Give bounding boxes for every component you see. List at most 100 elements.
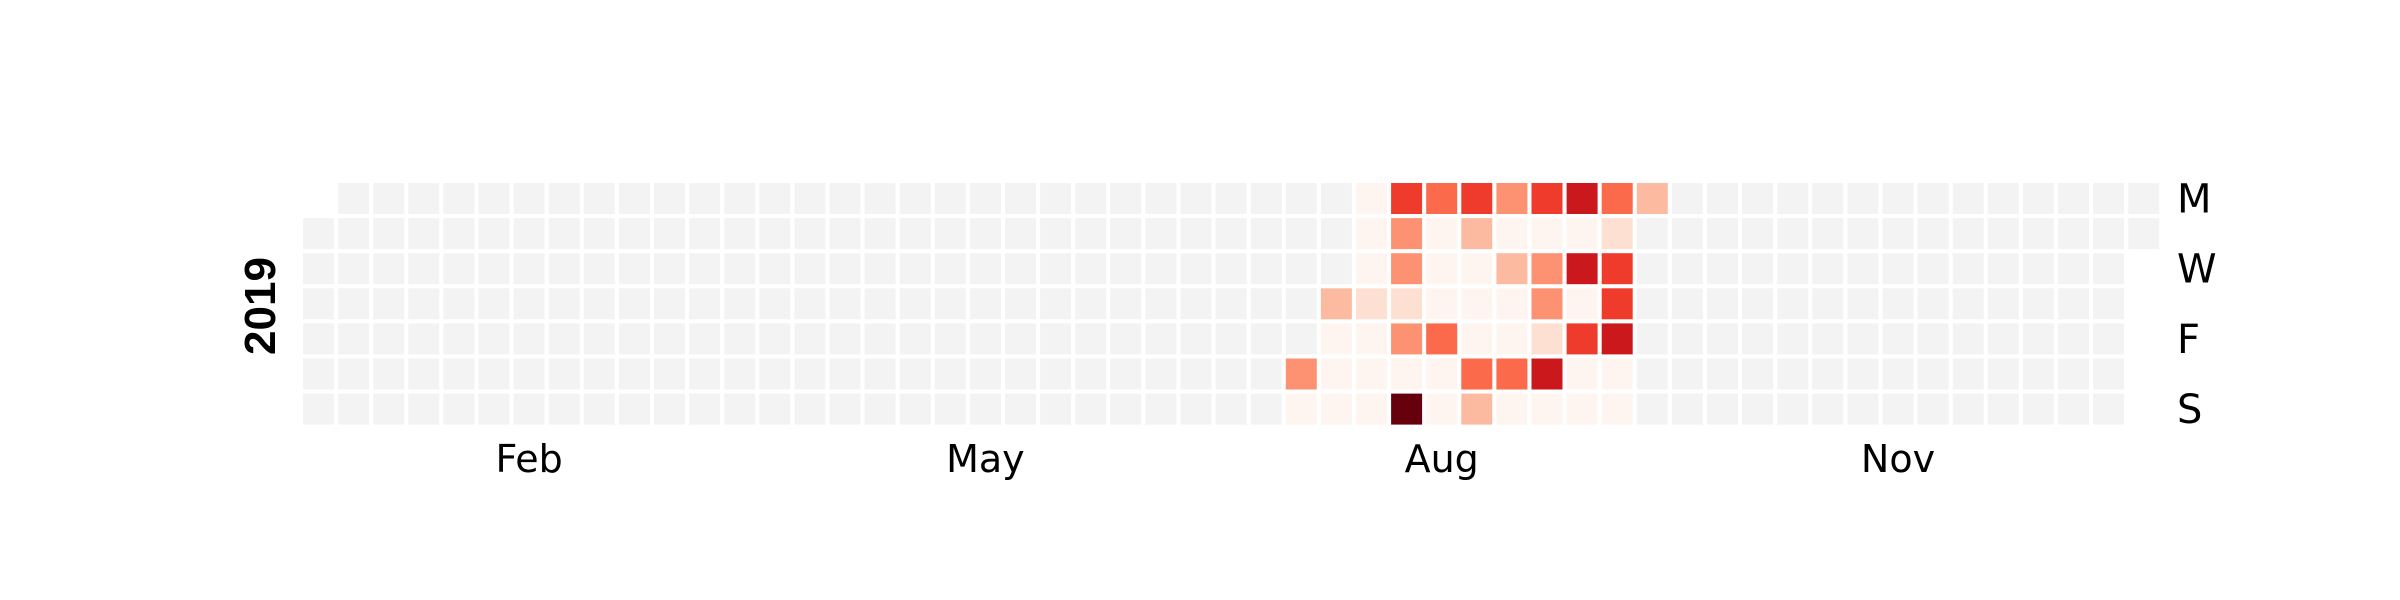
heatmap-cell-empty	[1005, 253, 1036, 285]
heatmap-cell-empty	[689, 253, 721, 285]
heatmap-cell-empty	[1777, 358, 1809, 390]
month-label: May	[946, 437, 1025, 481]
heatmap-cell-empty	[1005, 323, 1036, 355]
heatmap-cell-empty	[899, 358, 931, 390]
heatmap-cell	[1531, 288, 1563, 320]
heatmap-cell-empty	[829, 393, 861, 425]
heatmap-cell-empty	[1917, 323, 1949, 355]
heatmap-cell	[1356, 288, 1387, 320]
heatmap-cell	[1461, 183, 1493, 214]
heatmap-cell-empty	[654, 288, 685, 320]
heatmap-cell-empty	[338, 288, 370, 320]
heatmap-cell-empty	[1110, 183, 1142, 214]
heatmap-cell-empty	[794, 358, 826, 390]
heatmap-cell	[1426, 393, 1458, 425]
heatmap-cell-empty	[1285, 253, 1317, 285]
heatmap-cell-empty	[373, 323, 405, 355]
heatmap-cell-empty	[689, 218, 721, 250]
heatmap-cell-empty	[2058, 288, 2089, 320]
heatmap-cell-empty	[373, 393, 405, 425]
heatmap-cell-empty	[408, 358, 440, 390]
heatmap-cell-empty	[1145, 183, 1177, 214]
heatmap-cell	[1496, 253, 1528, 285]
heatmap-cell-empty	[373, 183, 405, 214]
heatmap-cell-empty	[689, 358, 721, 390]
heatmap-cell-empty	[864, 288, 896, 320]
heatmap-cell-empty	[1882, 183, 1914, 214]
heatmap-cell	[1461, 323, 1493, 355]
heatmap-cell-empty	[303, 323, 334, 355]
month-label: Nov	[1861, 437, 1935, 481]
heatmap-cell-empty	[1215, 358, 1247, 390]
heatmap-cell-empty	[899, 218, 931, 250]
heatmap-cell-empty	[899, 288, 931, 320]
heatmap-cell	[1320, 323, 1352, 355]
heatmap-cell-empty	[1005, 183, 1036, 214]
day-label: M	[2177, 177, 2212, 223]
heatmap-cell	[1285, 393, 1317, 425]
heatmap-cell	[1566, 323, 1598, 355]
heatmap-cell-empty	[1180, 358, 1212, 390]
heatmap-cell-empty	[969, 288, 1001, 320]
heatmap-cell-empty	[759, 288, 791, 320]
heatmap-cell-empty	[1742, 393, 1774, 425]
heatmap-cell-empty	[1847, 358, 1879, 390]
heatmap-cell-empty	[1215, 218, 1247, 250]
heatmap-cell-empty	[1917, 288, 1949, 320]
heatmap-cell-empty	[1777, 218, 1809, 250]
heatmap-cell	[1461, 288, 1493, 320]
heatmap-cell-empty	[1742, 183, 1774, 214]
heatmap-cell-empty	[618, 218, 650, 250]
heatmap-cell-empty	[443, 218, 475, 250]
heatmap-cell-empty	[513, 393, 545, 425]
heatmap-cell	[1391, 218, 1423, 250]
heatmap-cell-empty	[1250, 358, 1282, 390]
heatmap-cell-empty	[478, 218, 510, 250]
heatmap-cell-empty	[478, 393, 510, 425]
heatmap-cell-empty	[548, 183, 580, 214]
heatmap-cell-empty	[1882, 288, 1914, 320]
heatmap-cell-empty	[2058, 393, 2089, 425]
heatmap-cell-empty	[864, 358, 896, 390]
heatmap-cell-empty	[724, 183, 756, 214]
heatmap-cell-empty	[513, 323, 545, 355]
heatmap-cell-empty	[1812, 183, 1844, 214]
heatmap-cell-empty	[1987, 393, 2019, 425]
heatmap-cell-empty	[1180, 393, 1212, 425]
heatmap-cell-empty	[969, 253, 1001, 285]
heatmap-cell	[1566, 288, 1598, 320]
heatmap-cell-empty	[1952, 183, 1984, 214]
heatmap-cell-empty	[338, 323, 370, 355]
heatmap-cell-empty	[583, 218, 615, 250]
heatmap-cell-empty	[1110, 323, 1142, 355]
heatmap-cell-empty	[1812, 358, 1844, 390]
heatmap-cell	[1356, 323, 1387, 355]
heatmap-cell-empty	[1742, 218, 1774, 250]
heatmap-cell-empty	[2093, 393, 2125, 425]
heatmap-cell	[1566, 253, 1598, 285]
heatmap-cell-empty	[1707, 323, 1738, 355]
heatmap-cell-empty	[2058, 253, 2089, 285]
heatmap-cell	[1426, 218, 1458, 250]
heatmap-cell-empty	[583, 393, 615, 425]
heatmap-cell-empty	[548, 358, 580, 390]
heatmap-cell-empty	[1742, 253, 1774, 285]
heatmap-cell-empty	[1671, 253, 1703, 285]
heatmap-cell-empty	[759, 323, 791, 355]
heatmap-cell-empty	[864, 323, 896, 355]
heatmap-cell-empty	[373, 218, 405, 250]
heatmap-cell-empty	[899, 253, 931, 285]
heatmap-cell-empty	[1145, 323, 1177, 355]
heatmap-cell-empty	[1707, 288, 1738, 320]
heatmap-cell-empty	[1987, 253, 2019, 285]
heatmap-cell-empty	[829, 358, 861, 390]
heatmap-cell-empty	[373, 288, 405, 320]
heatmap-cell-empty	[1987, 218, 2019, 250]
heatmap-cell-empty	[408, 253, 440, 285]
year-label: 2019	[236, 257, 285, 355]
month-label: Feb	[495, 437, 562, 481]
heatmap-cell-empty	[1917, 218, 1949, 250]
heatmap-cell-empty	[759, 358, 791, 390]
